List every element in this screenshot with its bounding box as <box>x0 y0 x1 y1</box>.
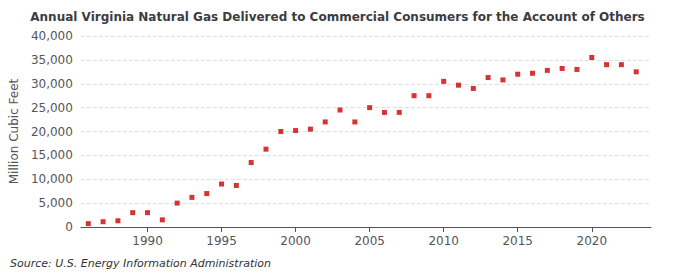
svg-text:30,000: 30,000 <box>31 77 73 91</box>
svg-text:Source: U.S. Energy Informatio: Source: U.S. Energy Information Administ… <box>10 257 271 270</box>
svg-text:1995: 1995 <box>206 234 237 248</box>
svg-text:2000: 2000 <box>280 234 311 248</box>
svg-text:10,000: 10,000 <box>31 172 73 186</box>
svg-text:25,000: 25,000 <box>31 101 73 115</box>
svg-text:40,000: 40,000 <box>31 29 73 43</box>
svg-text:0: 0 <box>65 220 73 234</box>
svg-text:Million Cubic Feet: Million Cubic Feet <box>7 78 21 184</box>
svg-text:2015: 2015 <box>502 234 533 248</box>
svg-text:2020: 2020 <box>576 234 607 248</box>
svg-text:Annual Virginia Natural Gas De: Annual Virginia Natural Gas Delivered to… <box>30 10 644 24</box>
svg-text:2010: 2010 <box>428 234 459 248</box>
svg-text:1990: 1990 <box>132 234 163 248</box>
svg-text:5,000: 5,000 <box>39 196 73 210</box>
svg-text:35,000: 35,000 <box>31 53 73 67</box>
svg-text:2005: 2005 <box>354 234 385 248</box>
svg-text:20,000: 20,000 <box>31 125 73 139</box>
svg-text:15,000: 15,000 <box>31 148 73 162</box>
